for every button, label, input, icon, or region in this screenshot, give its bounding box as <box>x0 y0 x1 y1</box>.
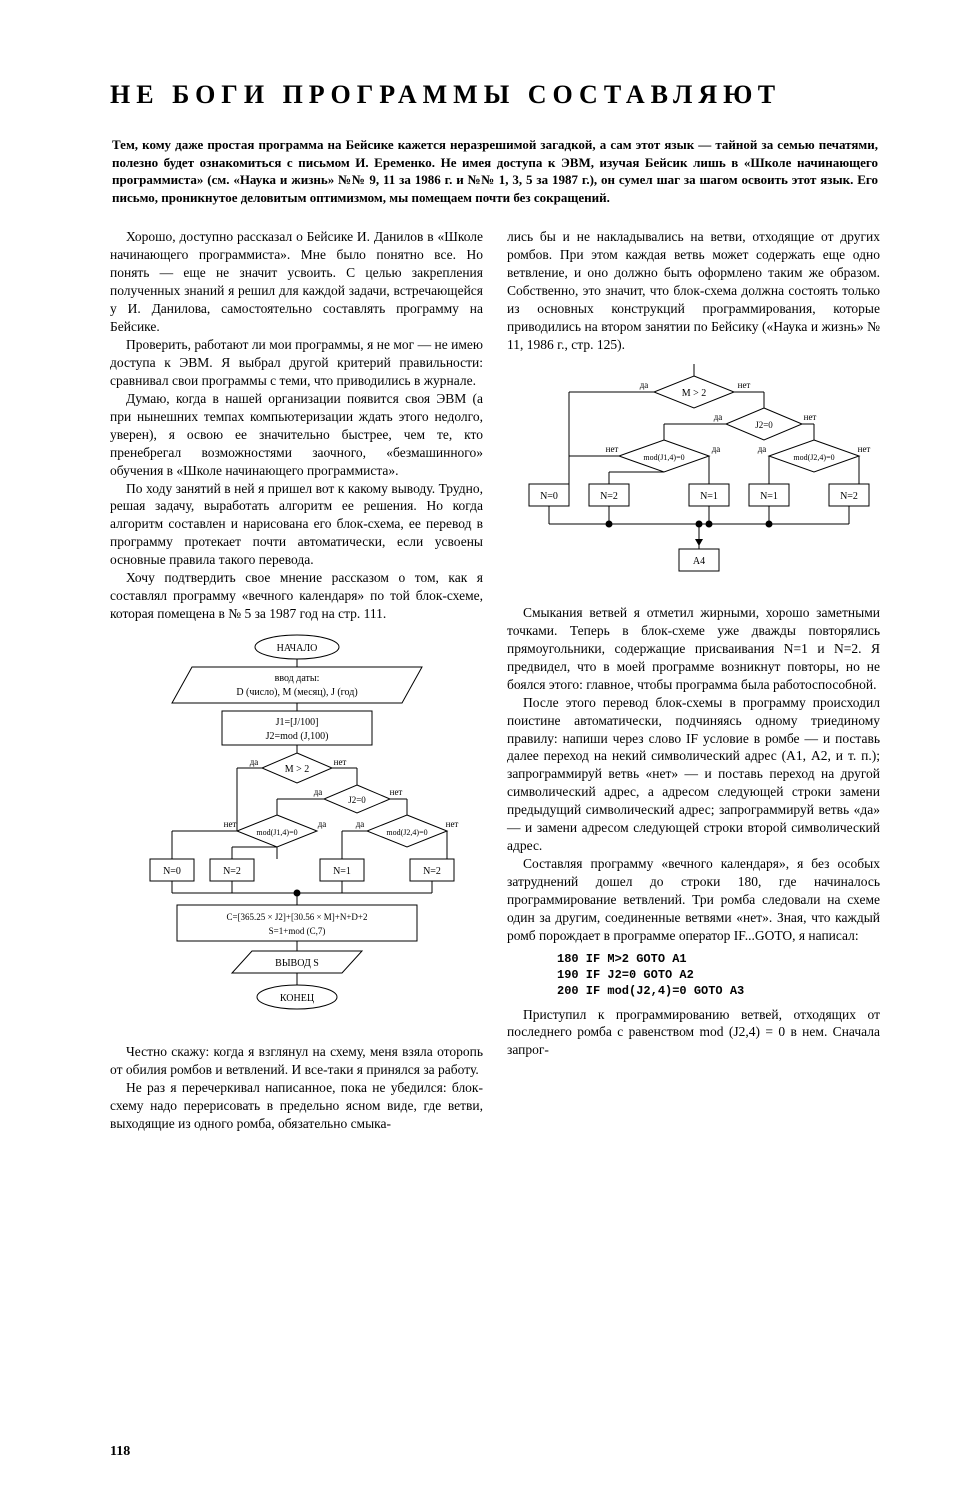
svg-text:mod(J2,4)=0: mod(J2,4)=0 <box>386 828 427 837</box>
svg-text:да: да <box>249 757 258 767</box>
lead-paragraph: Тем, кому даже простая программа на Бейс… <box>110 136 880 206</box>
para: Не раз я перечеркивал написанное, пока н… <box>110 1079 483 1133</box>
svg-text:да: да <box>317 819 326 829</box>
para: Смыкания ветвей я отметил жирными, хорош… <box>507 604 880 694</box>
svg-text:да: да <box>355 819 364 829</box>
svg-text:N=1: N=1 <box>333 866 351 877</box>
svg-text:да: да <box>639 380 648 390</box>
para: По ходу занятий в ней я пришел вот к как… <box>110 480 483 570</box>
para: Хорошо, доступно рассказал о Бейсике И. … <box>110 228 483 336</box>
svg-text:N=2: N=2 <box>840 491 858 502</box>
svg-text:J2=0: J2=0 <box>755 420 773 430</box>
svg-text:N=1: N=1 <box>700 491 718 502</box>
svg-text:да: да <box>713 412 722 422</box>
svg-text:mod(J2,4)=0: mod(J2,4)=0 <box>793 453 834 462</box>
svg-text:C=[365.25 × J2]+[30.56 × M]+N+: C=[365.25 × J2]+[30.56 × M]+N+D+2 <box>226 912 367 922</box>
svg-text:нет: нет <box>223 819 236 829</box>
svg-text:N=0: N=0 <box>163 866 181 877</box>
svg-text:M > 2: M > 2 <box>681 388 706 399</box>
svg-text:нет: нет <box>389 787 402 797</box>
svg-text:да: да <box>757 444 766 454</box>
code-listing: 180 IF M>2 GOTO A1 190 IF J2=0 GOTO A2 2… <box>557 951 880 1000</box>
article-title: НЕ БОГИ ПРОГРАММЫ СОСТАВЛЯЮТ <box>110 80 880 110</box>
para: лись бы и не накладывались на ветви, отх… <box>507 228 880 354</box>
svg-text:ВЫВОД S: ВЫВОД S <box>275 958 319 969</box>
svg-text:mod(J1,4)=0: mod(J1,4)=0 <box>256 828 297 837</box>
para: Думаю, когда в нашей организации появитс… <box>110 390 483 480</box>
svg-text:J2=mod (J,100): J2=mod (J,100) <box>265 731 328 742</box>
svg-text:D (число), M (месяц), J (год): D (число), M (месяц), J (год) <box>236 687 357 698</box>
svg-text:нет: нет <box>737 380 750 390</box>
para: Хочу подтвердить свое мнение рассказом о… <box>110 569 483 623</box>
svg-text:N=2: N=2 <box>223 866 241 877</box>
svg-text:НАЧАЛО: НАЧАЛО <box>276 643 317 654</box>
page-number: 118 <box>110 1444 130 1460</box>
para: Приступил к программированию ветвей, отх… <box>507 1006 880 1060</box>
svg-text:N=2: N=2 <box>423 866 441 877</box>
svg-text:N=1: N=1 <box>760 491 778 502</box>
right-column: лись бы и не накладывались на ветви, отх… <box>507 228 880 1133</box>
para: Честно скажу: когда я взглянул на схему,… <box>110 1043 483 1079</box>
svg-text:нет: нет <box>445 819 458 829</box>
para: Проверить, работают ли мои программы, я … <box>110 336 483 390</box>
page: НЕ БОГИ ПРОГРАММЫ СОСТАВЛЯЮТ Тем, кому д… <box>0 0 960 1500</box>
two-columns: Хорошо, доступно рассказал о Бейсике И. … <box>110 228 880 1133</box>
svg-text:S=1+mod (C,7): S=1+mod (C,7) <box>268 926 325 936</box>
svg-text:нет: нет <box>857 444 870 454</box>
para: Составляя программу «вечного календаря»,… <box>507 855 880 945</box>
svg-text:да: да <box>711 444 720 454</box>
para: После этого перевод блок-схемы в програм… <box>507 694 880 856</box>
svg-text:M > 2: M > 2 <box>284 764 309 775</box>
flowchart-full: НАЧАЛО ввод даты: D (число), M (месяц), … <box>110 633 483 1033</box>
svg-text:J2=0: J2=0 <box>348 795 366 805</box>
flowchart-fragment: M > 2 да нет J2=0 да нет mod(J1,4)=0 н <box>507 364 880 594</box>
svg-text:J1=[J/100]: J1=[J/100] <box>275 717 318 728</box>
svg-text:нет: нет <box>803 412 816 422</box>
left-column: Хорошо, доступно рассказал о Бейсике И. … <box>110 228 483 1133</box>
svg-text:да: да <box>313 787 322 797</box>
svg-text:mod(J1,4)=0: mod(J1,4)=0 <box>643 453 684 462</box>
svg-text:КОНЕЦ: КОНЕЦ <box>279 993 313 1004</box>
svg-text:A4: A4 <box>692 556 704 567</box>
svg-text:нет: нет <box>333 757 346 767</box>
svg-text:N=0: N=0 <box>540 491 558 502</box>
svg-text:ввод даты:: ввод даты: <box>274 673 319 684</box>
svg-text:нет: нет <box>605 444 618 454</box>
svg-text:N=2: N=2 <box>600 491 618 502</box>
